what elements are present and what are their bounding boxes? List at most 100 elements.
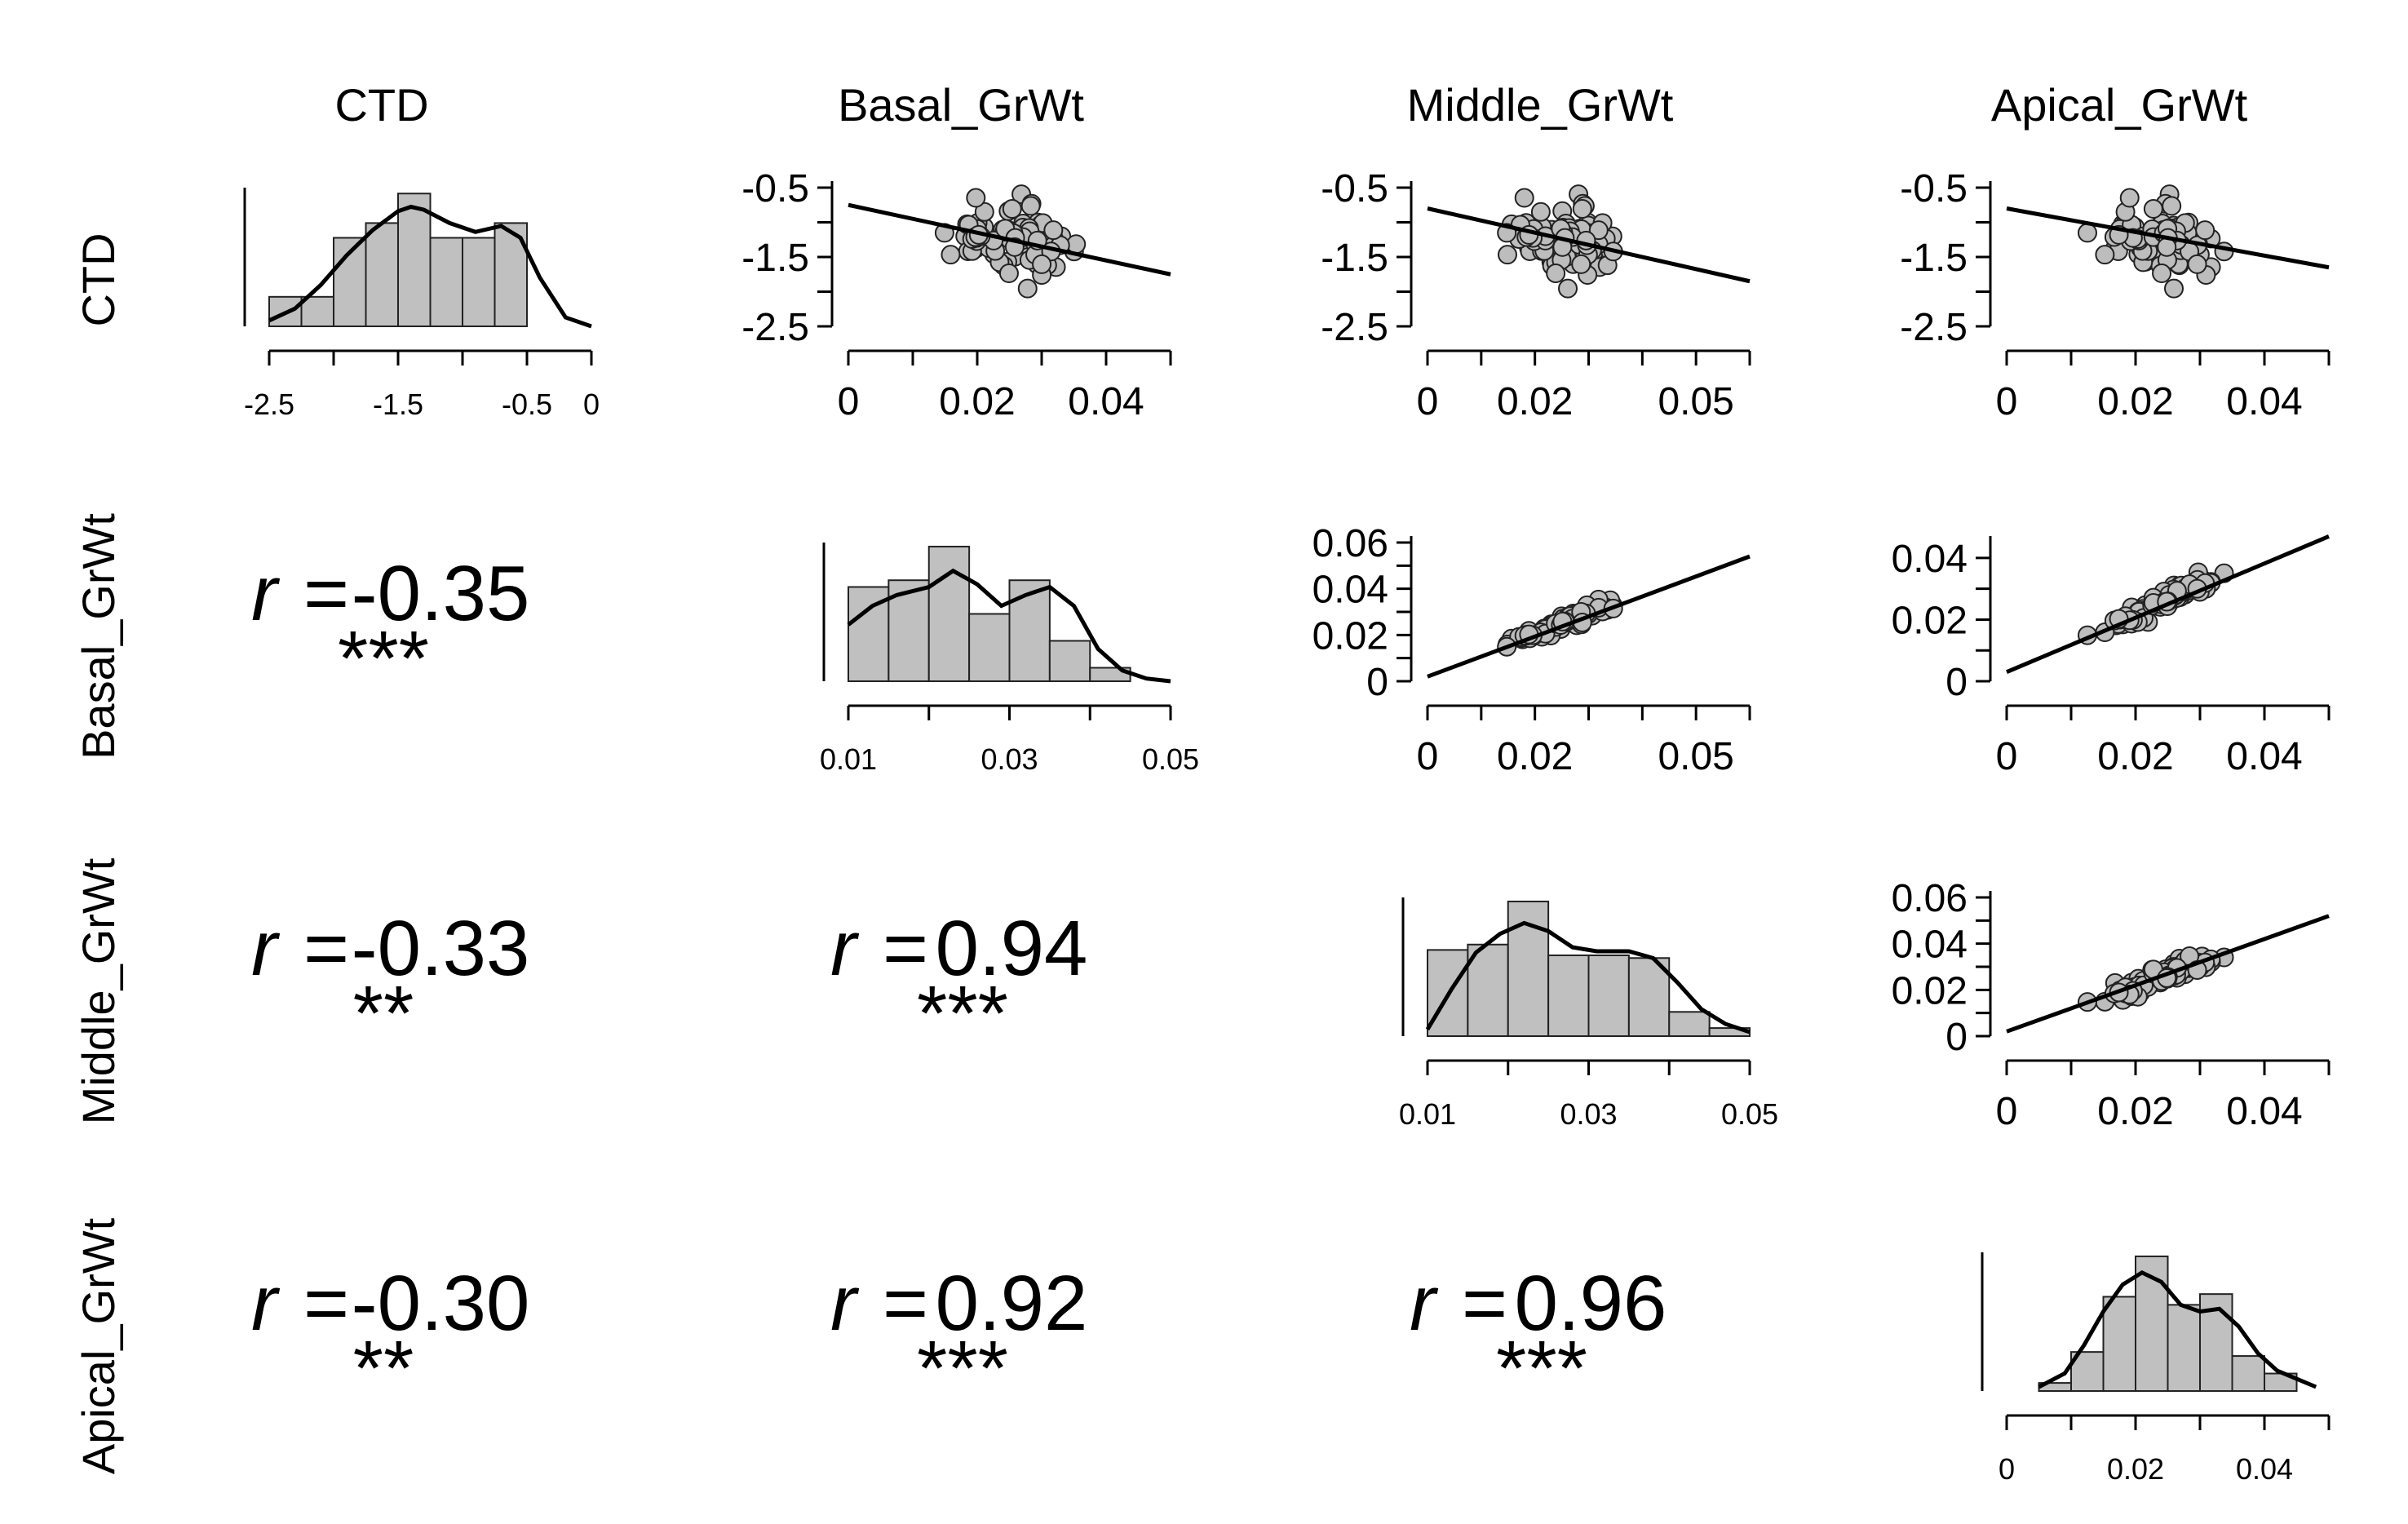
density-curve — [847, 568, 1171, 684]
scatter-point — [998, 264, 1019, 284]
scatter-x-tick-label: 0.05 — [1658, 735, 1733, 778]
density-curve — [2038, 1269, 2317, 1389]
histogram-bar — [300, 295, 334, 327]
histogram-bar — [927, 545, 971, 683]
correlation-equals: = — [303, 550, 349, 637]
row-label-basal-grwt: Basal_GrWt — [73, 513, 124, 760]
scatter-y-tick-label: 0.04 — [1892, 924, 1968, 967]
scatter-y-tick-label: -1.5 — [1900, 237, 1968, 280]
density-curve — [268, 204, 592, 329]
histogram-x-tick-label: 0.05 — [1721, 1097, 1778, 1131]
correlation-r-symbol: r — [830, 905, 860, 992]
histogram-panel-apical-grwt: 0 0.02 0.04 — [1981, 1252, 2331, 1486]
histogram-bar — [397, 193, 432, 327]
scatter-point — [1514, 188, 1534, 208]
correlation-value: -0.35 — [352, 550, 530, 637]
matrix-panels: -2.5 -1.5 -0.5 00.01 0.03 0.050.01 0.03 0.050 0.… — [243, 167, 2331, 1486]
scatter-point — [1571, 254, 1591, 274]
scatter-point — [1020, 196, 1041, 216]
scatter-point — [1002, 199, 1022, 219]
scatter-panel-r0-c1: -0.5 -1.5 -2.5 0 0.02 0.04 — [741, 167, 1172, 423]
histogram-bar — [1627, 957, 1671, 1038]
scatter-x-tick-label: 0 — [1996, 1090, 2018, 1133]
correlation-value: -0.30 — [352, 1260, 530, 1347]
histogram-panel-middle-grwt: 0.01 0.03 0.05 — [1399, 897, 1778, 1131]
column-label-ctd: CTD — [334, 79, 428, 131]
scatter-point — [1572, 199, 1592, 219]
regression-line — [1427, 206, 1751, 284]
scatter-panel-r1-c2: 00.020.040.060 0.02 0.05 — [1312, 522, 1751, 778]
scatter-point — [2119, 188, 2140, 208]
scatter-x-tick-label: 0.04 — [1068, 380, 1144, 423]
scatter-x-tick-label: 0.04 — [2226, 380, 2302, 423]
correlation-equals: = — [883, 905, 928, 992]
scatter-x-tick-label: 0 — [1417, 380, 1439, 423]
scatter-point — [1546, 264, 1566, 284]
row-labels: CTD Basal_GrWt Middle_GrWt Apical_GrWt — [73, 233, 124, 1474]
scatter-x-tick-label: 0 — [1996, 380, 2018, 423]
histogram-bar — [2102, 1296, 2136, 1393]
histogram-x-tick-label: 0.02 — [2107, 1452, 2164, 1486]
scatter-point — [1530, 202, 1551, 222]
regression-line — [2006, 914, 2330, 1034]
column-labels: CTD Basal_GrWt Middle_GrWt Apical_GrWt — [334, 79, 2247, 131]
histogram-x-tick-label: 0.01 — [1399, 1097, 1456, 1131]
scatter-point — [2152, 264, 2172, 284]
scatter-point — [941, 245, 961, 265]
scatter-y-tick-label: -2.5 — [741, 306, 809, 349]
correlation-value: -0.33 — [352, 905, 530, 992]
histogram-bar — [1668, 1011, 1711, 1037]
scatter-point — [1017, 278, 1038, 299]
correlation-r-symbol: r — [251, 550, 281, 637]
row-label-middle-grwt: Middle_GrWt — [73, 857, 124, 1124]
significance-stars: *** — [917, 970, 1008, 1057]
scatter-panel-r0-c3: -0.5 -1.5 -2.5 0 0.02 0.04 — [1900, 167, 2331, 423]
histogram-bar — [1507, 900, 1550, 1037]
regression-line — [2006, 534, 2330, 674]
scatter-point — [966, 188, 986, 208]
scatter-y-tick-label: -1.5 — [741, 237, 809, 280]
histogram-bar — [365, 222, 399, 328]
histogram-x-tick-label: 0.03 — [1560, 1097, 1617, 1131]
regression-line — [2006, 206, 2330, 270]
scatter-x-tick-label: 0 — [838, 380, 860, 423]
scatter-x-tick-label: 0.04 — [2226, 735, 2302, 778]
scatter-point — [2164, 278, 2184, 299]
scatter-x-tick-label: 0.04 — [2226, 1090, 2302, 1133]
histogram-bar — [2231, 1355, 2265, 1393]
correlation-value: 0.92 — [936, 1260, 1088, 1347]
scatter-y-tick-label: -0.5 — [741, 167, 809, 210]
scatter-y-tick-label: -2.5 — [1900, 306, 1968, 349]
scatter-x-tick-label: 0.02 — [939, 380, 1015, 423]
correlation-r-symbol: r — [251, 1260, 281, 1347]
scatter-x-tick-label: 0.05 — [1658, 380, 1733, 423]
scatter-panel-r2-c3: 00.020.040.060 0.02 0.04 — [1892, 877, 2331, 1133]
significance-stars: ** — [353, 970, 414, 1057]
scatter-point — [1043, 220, 1064, 241]
significance-stars: *** — [338, 615, 429, 702]
scatter-point — [2143, 199, 2163, 219]
scatter-point — [974, 202, 994, 222]
scatter-y-tick-label: 0.06 — [1312, 522, 1388, 565]
histogram-bar — [968, 613, 1011, 682]
scatter-point — [1497, 245, 1517, 265]
histogram-bar — [1048, 640, 1091, 682]
scatter-x-tick-label: 0 — [1996, 735, 2018, 778]
scatter-y-tick-label: -0.5 — [1900, 167, 1968, 210]
scatter-y-tick-label: 0.02 — [1892, 969, 1968, 1012]
histogram-bar — [1587, 954, 1630, 1037]
scatter-panel-r1-c3: 0 0.02 0.04 0 0.02 0.04 — [1892, 534, 2331, 778]
scatter-x-tick-label: 0.02 — [2097, 1090, 2173, 1133]
scatter-point — [2195, 220, 2215, 241]
histogram-bar — [1467, 943, 1509, 1037]
scatter-point — [2095, 245, 2115, 265]
scatter-x-tick-label: 0.02 — [2097, 735, 2173, 778]
histogram-x-tick-label: 0.04 — [2236, 1452, 2293, 1486]
scatter-y-tick-label: 0.04 — [1312, 569, 1388, 612]
scatter-point — [1588, 220, 1609, 241]
scatter-y-tick-label: 0.06 — [1892, 877, 1968, 920]
histogram-x-tick-label: 0 — [1999, 1452, 2015, 1486]
scatter-point — [1558, 278, 1578, 299]
correlation-r-symbol: r — [830, 1260, 860, 1347]
